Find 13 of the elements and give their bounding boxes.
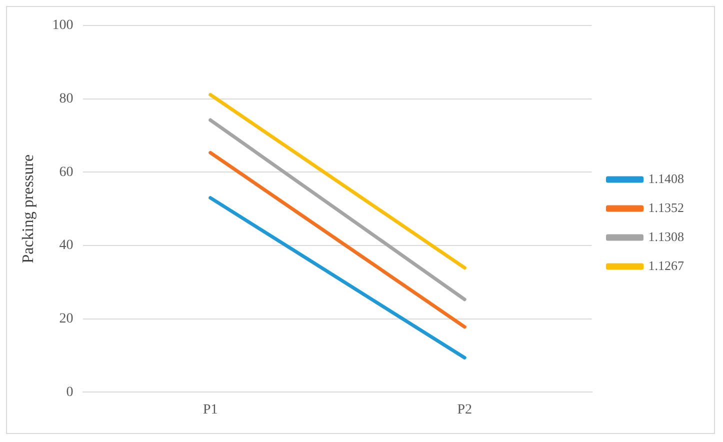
y-tick-label: 40	[59, 238, 74, 254]
x-tick-label: P2	[457, 402, 472, 418]
legend-label: 1.1352	[648, 200, 684, 215]
y-tick-label: 100	[52, 18, 74, 34]
y-tick-label: 60	[59, 164, 74, 180]
y-tick-label: 0	[66, 384, 74, 400]
legend-label: 1.1408	[648, 170, 684, 186]
y-axis-title: Packing pressure	[20, 154, 37, 264]
x-tick-label: P1	[202, 402, 218, 418]
legend-label: 1.1267	[648, 258, 684, 273]
y-tick-label: 80	[59, 91, 74, 106]
legend-label: 1.1308	[648, 228, 684, 244]
y-tick-label: 20	[59, 312, 74, 327]
